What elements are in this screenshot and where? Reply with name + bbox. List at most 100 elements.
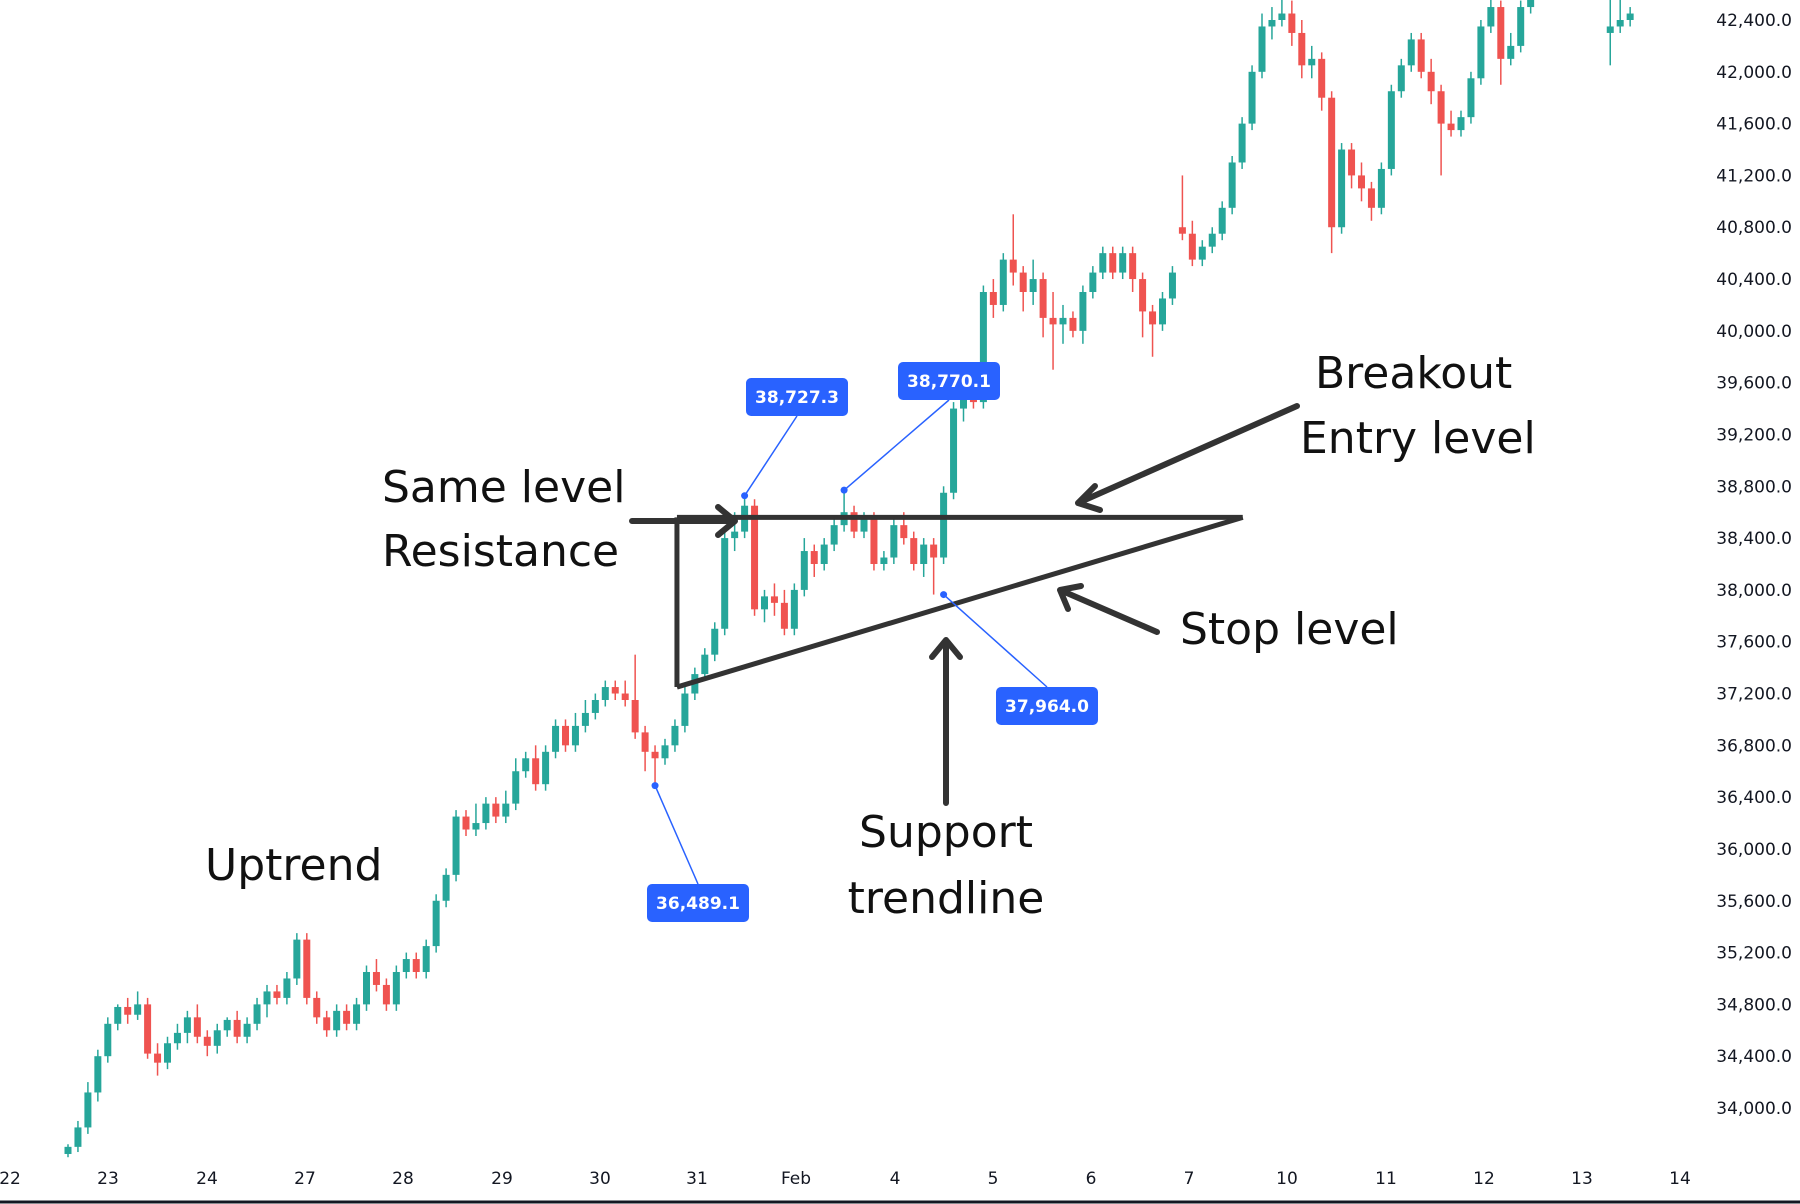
candle xyxy=(1527,0,1535,14)
candle-body xyxy=(333,1010,341,1031)
candle xyxy=(1109,246,1117,280)
candle xyxy=(1507,32,1515,66)
candle xyxy=(213,1023,221,1054)
candle xyxy=(452,810,460,882)
candle-body xyxy=(1119,253,1127,273)
candle-body xyxy=(1487,7,1495,27)
candle xyxy=(144,997,152,1059)
candle-body xyxy=(1039,279,1047,318)
candle-body xyxy=(1348,149,1356,176)
candle xyxy=(1159,292,1166,331)
candle xyxy=(711,622,719,662)
candle xyxy=(1377,162,1385,215)
candle-body xyxy=(372,972,380,985)
tag-leader xyxy=(943,594,1048,688)
candle-body xyxy=(979,292,987,403)
candle-body xyxy=(780,602,788,629)
y-tick-label: 42,000.0 xyxy=(1716,63,1792,83)
y-tick-label: 40,000.0 xyxy=(1716,322,1792,342)
tag-leader xyxy=(843,399,950,491)
candle-body xyxy=(770,596,778,603)
candle xyxy=(323,1010,331,1037)
candle xyxy=(1328,91,1336,254)
candle-body xyxy=(920,544,928,564)
candle xyxy=(522,751,530,778)
candle-body xyxy=(94,1056,102,1093)
candle xyxy=(1487,0,1495,33)
candle-body xyxy=(761,596,768,610)
candle-body xyxy=(392,972,400,1005)
candle xyxy=(1079,285,1087,344)
candle xyxy=(1059,304,1067,344)
candle xyxy=(243,1017,251,1044)
x-tick-label: 31 xyxy=(686,1169,708,1189)
candle xyxy=(542,745,550,791)
candle xyxy=(1437,84,1445,176)
annotation-entry-level: Entry level xyxy=(1300,413,1536,464)
candle-body xyxy=(1238,123,1246,163)
candle-body xyxy=(1626,13,1634,20)
candle xyxy=(353,997,361,1031)
candle-body xyxy=(432,900,440,947)
candle-body xyxy=(1358,175,1365,189)
candle-body xyxy=(532,758,540,785)
candle xyxy=(1298,20,1306,79)
candle xyxy=(193,1004,201,1044)
candle xyxy=(1397,58,1405,98)
candle-body xyxy=(850,512,858,532)
candle-body xyxy=(124,1006,132,1015)
price-tag: 38,727.3 xyxy=(741,378,848,500)
candle xyxy=(1606,0,1614,66)
annotation-support: Support xyxy=(859,807,1033,858)
candle xyxy=(780,589,788,636)
candle-body xyxy=(1228,162,1236,208)
candle-body xyxy=(442,874,450,901)
x-tick-label: 29 xyxy=(491,1169,513,1189)
candle xyxy=(283,972,291,1005)
candle xyxy=(1149,304,1157,357)
candle-body xyxy=(1248,71,1256,124)
candle xyxy=(1178,175,1186,241)
candle xyxy=(104,1017,112,1063)
candle-body xyxy=(402,959,410,972)
tag-box xyxy=(898,362,1000,400)
candle-body xyxy=(1417,39,1425,72)
candle xyxy=(1427,58,1435,105)
candle xyxy=(1338,143,1346,234)
annotation-breakout: Breakout xyxy=(1315,348,1512,399)
candle-body xyxy=(1367,188,1375,208)
candle-body xyxy=(1009,259,1017,273)
candle-body xyxy=(203,1036,211,1046)
candle xyxy=(492,797,500,824)
y-tick-label: 42,400.0 xyxy=(1716,11,1792,31)
candle-body xyxy=(1497,7,1505,59)
candle xyxy=(1258,13,1266,79)
y-tick-label: 36,400.0 xyxy=(1716,788,1792,808)
candle-body xyxy=(1427,71,1435,92)
candle xyxy=(631,654,639,739)
y-tick-label: 34,000.0 xyxy=(1716,1099,1792,1119)
candle-body xyxy=(1387,91,1395,169)
candle xyxy=(1139,272,1147,338)
x-tick-label: 22 xyxy=(0,1169,21,1189)
candle xyxy=(870,512,878,571)
candle xyxy=(402,952,410,979)
candle-body xyxy=(611,687,619,694)
candle xyxy=(422,939,430,979)
candle xyxy=(661,738,669,765)
annotation-stop-level: Stop level xyxy=(1180,604,1399,655)
candle xyxy=(1268,7,1276,40)
candle xyxy=(761,589,768,623)
candle-body xyxy=(144,1004,152,1054)
candle-body xyxy=(830,525,838,545)
candle xyxy=(84,1082,92,1134)
triangle-pattern xyxy=(674,514,1244,690)
candle xyxy=(621,680,629,707)
candle xyxy=(1447,110,1455,137)
candle xyxy=(482,797,490,830)
y-tick-label: 39,200.0 xyxy=(1716,425,1792,445)
candle xyxy=(1248,65,1256,131)
x-axis: 22 23 24 27 28 29 30 31 Feb 4 5 6 7 10 11 12 13 14 xyxy=(0,1169,1691,1189)
candle-body xyxy=(183,1017,191,1033)
candle-body xyxy=(790,589,798,629)
